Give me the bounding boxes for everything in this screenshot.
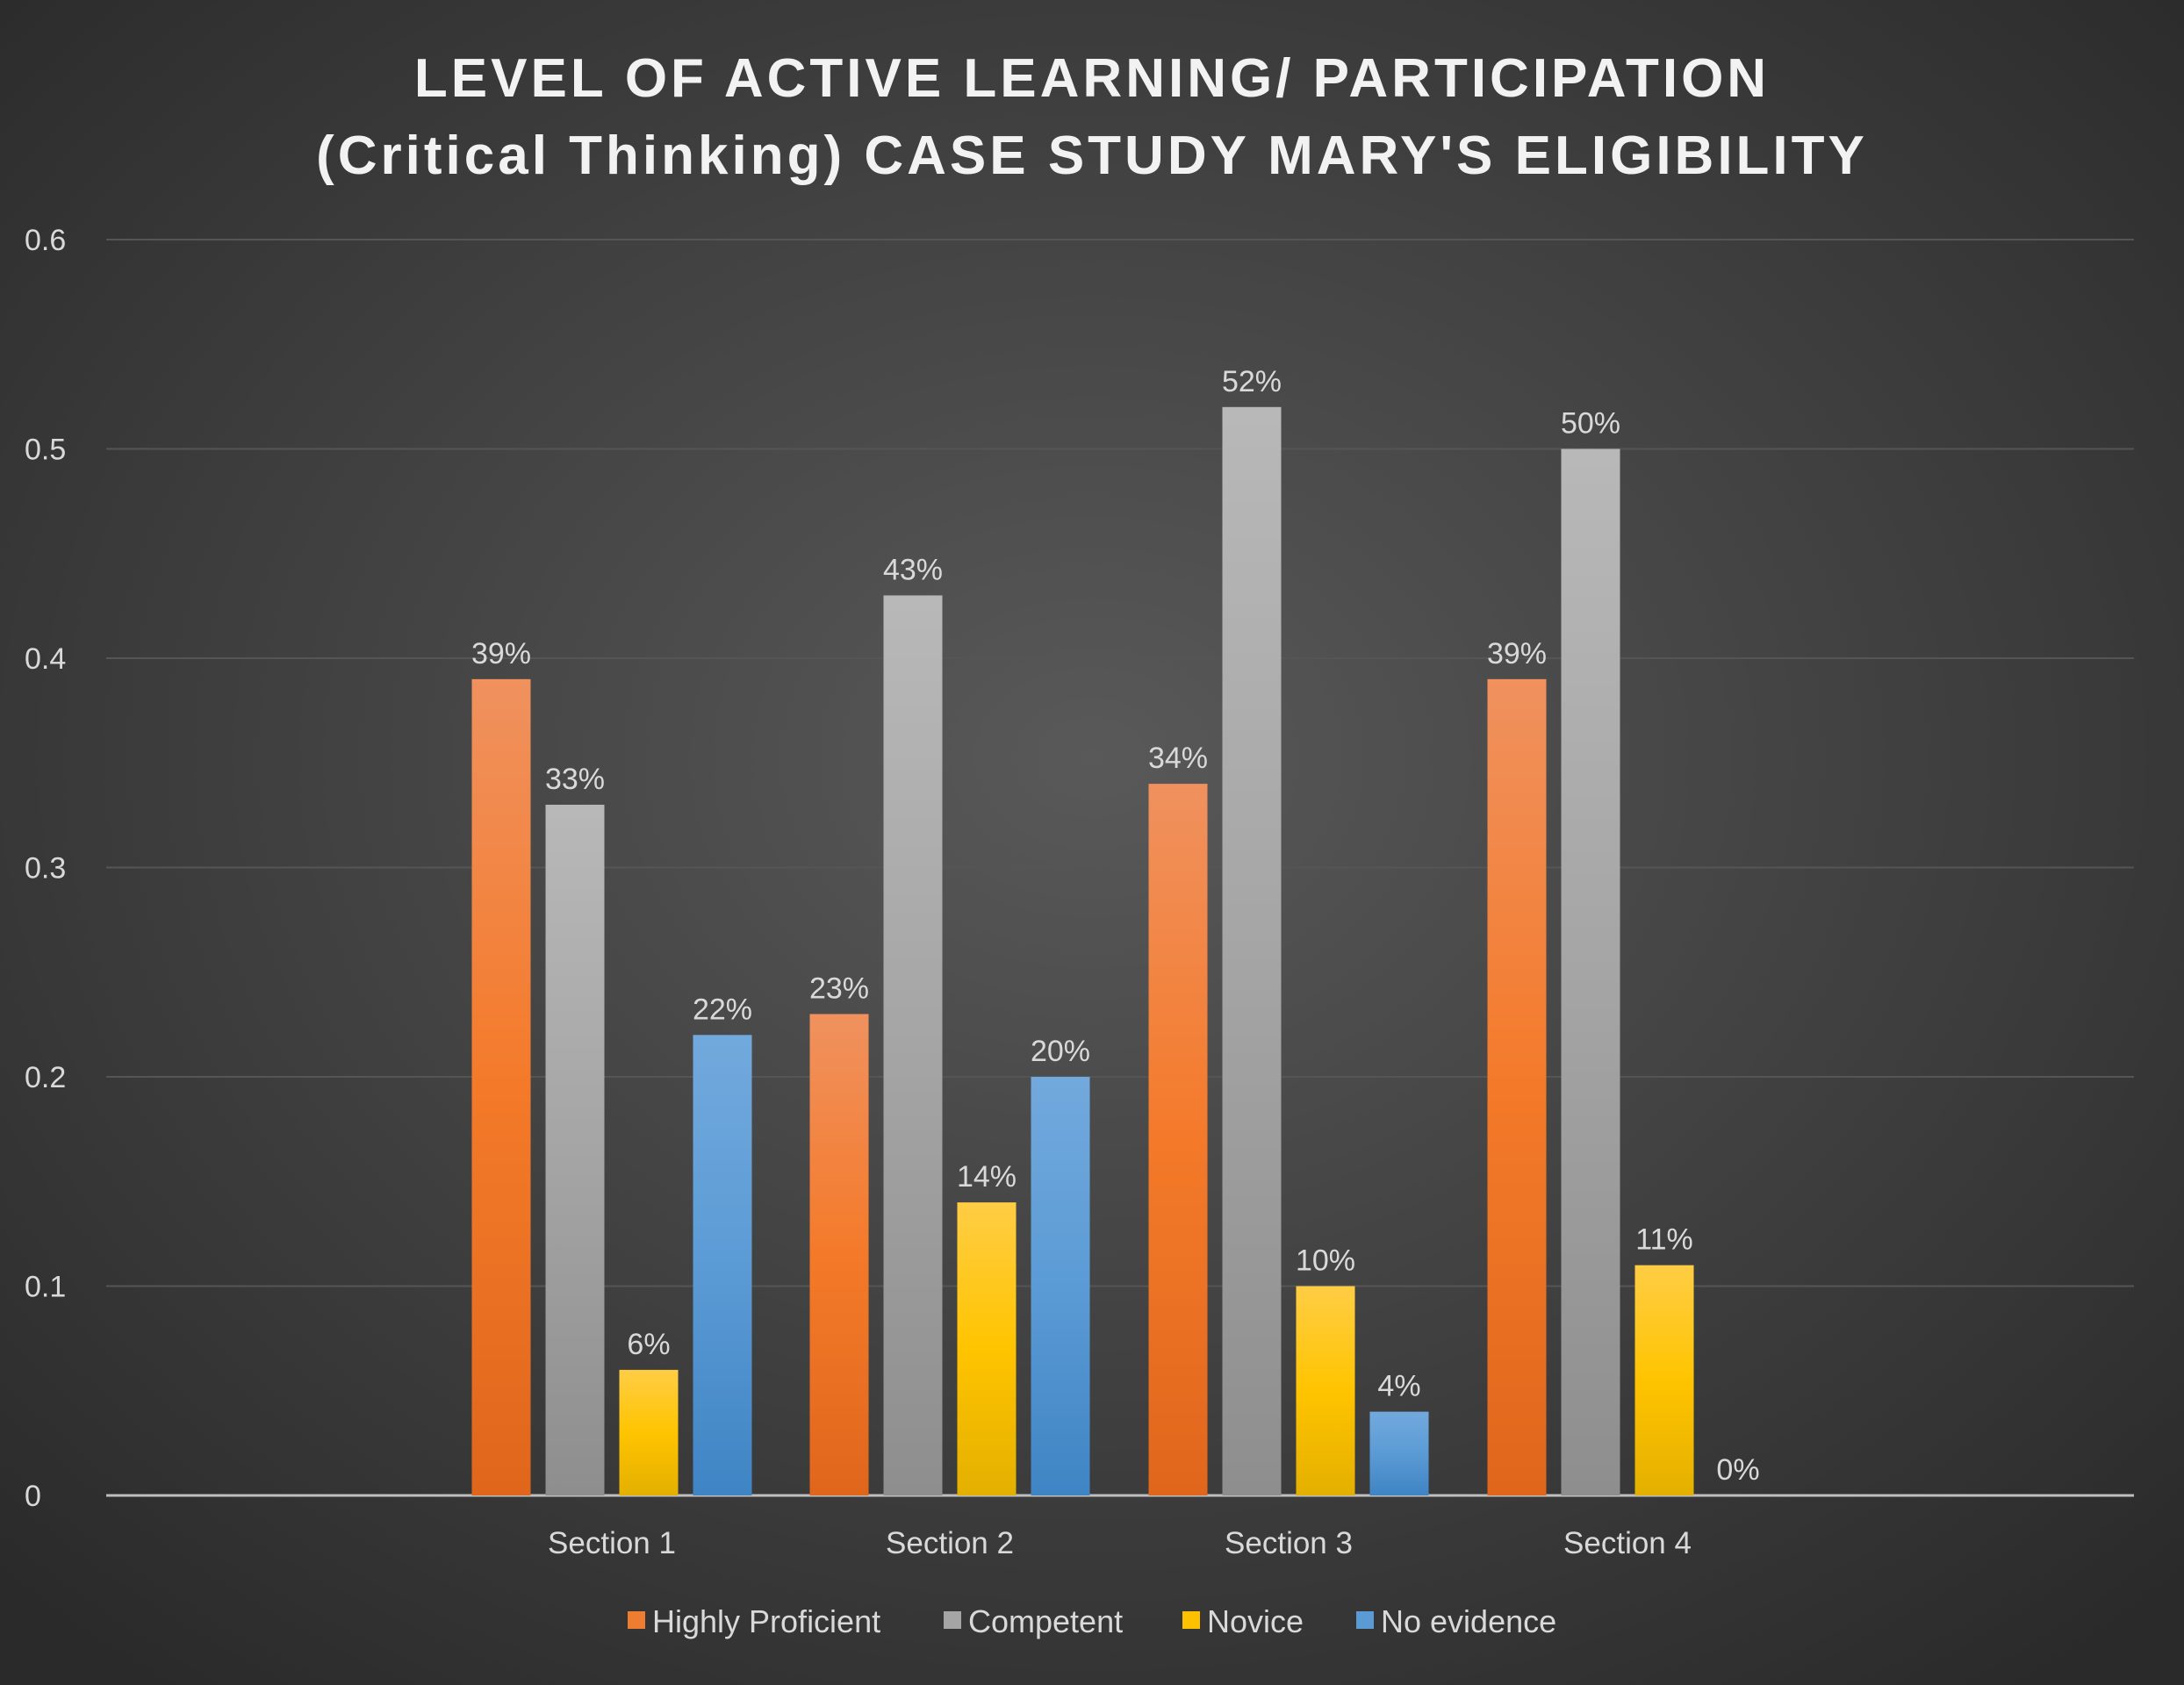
data-label: 33%: [545, 763, 605, 796]
legend-swatch: [1356, 1611, 1374, 1629]
x-tick-label: Section 4: [1563, 1526, 1692, 1560]
bar-competent: [1561, 448, 1620, 1495]
data-labels: 39% 33% 6% 22% 23% 43% 14% 20% 34% 52% 10% 4% 39% 50%…: [471, 365, 1760, 1487]
chart-title-line-1: LEVEL OF ACTIVE LEARNING/ PARTICIPATION: [414, 48, 1770, 109]
legend-label: No evidence: [1381, 1603, 1556, 1639]
data-label: 34%: [1148, 742, 1208, 775]
y-tick-label: 0.3: [25, 852, 66, 886]
data-label: 43%: [883, 553, 943, 586]
bar-competent: [545, 804, 605, 1495]
legend-label: Highly Proficient: [652, 1603, 880, 1639]
y-tick-label: 0.5: [25, 434, 66, 467]
y-tick-label: 0.4: [25, 642, 66, 676]
legend-swatch: [1182, 1611, 1200, 1629]
bar-no-evidence: [1369, 1411, 1429, 1495]
data-label: 50%: [1561, 407, 1620, 441]
data-label: 0%: [1716, 1453, 1759, 1487]
bar-novice: [1634, 1265, 1694, 1495]
data-label: 20%: [1031, 1035, 1090, 1068]
data-label: 22%: [693, 993, 752, 1026]
y-tick-label: 0: [25, 1480, 41, 1513]
bar-novice: [619, 1369, 679, 1495]
data-label: 6%: [627, 1328, 670, 1361]
data-label: 4%: [1377, 1370, 1420, 1403]
data-label: 14%: [957, 1160, 1017, 1194]
legend-label: Competent: [968, 1603, 1123, 1639]
x-tick-label: Section 2: [886, 1526, 1014, 1560]
gridlines: [106, 239, 2134, 1497]
bar-competent: [1222, 406, 1282, 1495]
data-label: 11%: [1635, 1223, 1693, 1257]
bar-no-evidence: [693, 1035, 752, 1495]
bar-novice: [957, 1202, 1017, 1495]
bar-competent: [883, 595, 943, 1496]
data-label: 52%: [1222, 365, 1282, 398]
legend-label: Novice: [1207, 1603, 1304, 1639]
bar-novice: [1296, 1286, 1355, 1495]
data-label: 10%: [1296, 1244, 1355, 1278]
y-axis-ticks: 0 0.1 0.2 0.3 0.4 0.5 0.6: [25, 224, 66, 1513]
x-axis-labels: Section 1 Section 2 Section 3 Section 4: [548, 1526, 1692, 1560]
data-label: 39%: [471, 637, 531, 670]
y-tick-label: 0.6: [25, 224, 66, 257]
y-tick-label: 0.1: [25, 1271, 66, 1304]
y-tick-label: 0.2: [25, 1061, 66, 1094]
legend: Highly Proficient Competent Novice No evide…: [628, 1603, 1556, 1639]
bar-highly-proficient: [1487, 678, 1547, 1495]
data-label: 23%: [809, 972, 869, 1005]
x-tick-label: Section 1: [548, 1526, 676, 1560]
bar-highly-proficient: [471, 678, 531, 1495]
bar-highly-proficient: [1148, 784, 1208, 1495]
x-tick-label: Section 3: [1225, 1526, 1353, 1560]
bar-no-evidence: [1031, 1077, 1090, 1495]
bar-highly-proficient: [809, 1014, 869, 1495]
data-label: 39%: [1487, 637, 1547, 670]
legend-swatch: [628, 1611, 645, 1629]
chart-title-line-2: (Critical Thinking) CASE STUDY MARY'S EL…: [316, 125, 1868, 186]
bars: [471, 406, 1694, 1496]
legend-swatch: [944, 1611, 961, 1629]
